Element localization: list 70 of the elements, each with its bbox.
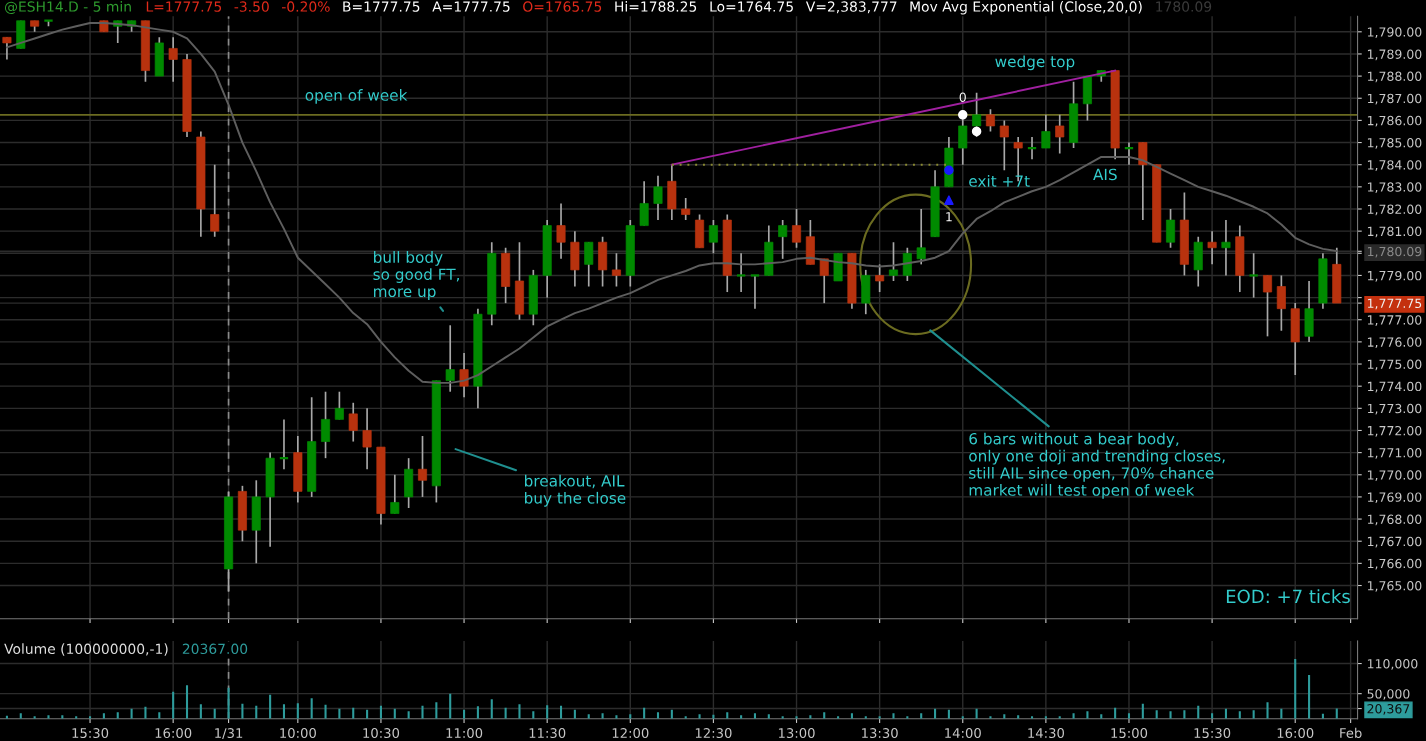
annotation: EOD: +7 ticks — [1226, 589, 1350, 604]
x-tick-label: 15:00 — [1111, 728, 1148, 739]
annotation: wedge top — [995, 55, 1075, 71]
y-tick-label: 1,765.00 — [1367, 580, 1422, 592]
y-tick-label: 1,779.00 — [1367, 270, 1422, 282]
text: Hi=1788.25 — [615, 1, 697, 12]
x-tick-label: 1/31 — [215, 728, 243, 740]
x-tick-label: 10:00 — [280, 728, 316, 739]
y-tick-label: 1,785.00 — [1367, 138, 1422, 149]
x-tick-label: 14:00 — [945, 728, 981, 739]
x-tick-label: 11:30 — [529, 728, 566, 739]
y-tick-label: 1,774.00 — [1367, 381, 1422, 393]
y-tick-label: 1,767.00 — [1367, 536, 1422, 548]
text: -0.20% — [282, 1, 330, 12]
text: Lo=1764.75 — [710, 1, 793, 12]
y-tick-label: 1,787.00 — [1367, 93, 1422, 105]
y-tick-label: 20,367 — [1367, 704, 1410, 715]
y-tick-label: 110,000 — [1367, 659, 1418, 670]
annotation: 6 bars without a bear body, only one doji and trending closes, still AIL since open, 70% chance market will test open of week — [969, 432, 1225, 499]
chart-title: @ESH14.D - 5 min — [4, 1, 131, 15]
x-tick-label: 10:30 — [363, 728, 400, 739]
annotation: 1 — [946, 212, 952, 222]
y-tick-label: 1,769.00 — [1367, 492, 1422, 504]
x-tick-label: Feb — [1340, 727, 1362, 739]
annotation: AIS — [1093, 168, 1117, 181]
annotation: exit +7t — [969, 175, 1030, 187]
y-tick-label: 50,000 — [1367, 689, 1410, 700]
x-tick-label: 16:00 — [155, 728, 192, 739]
y-tick-label: 1,790.00 — [1367, 27, 1422, 39]
text: 1780.09 — [1156, 1, 1212, 12]
annotation: 20367.00 — [182, 643, 248, 655]
y-tick-label: 1,788.00 — [1367, 71, 1422, 83]
text: O=1765.75 — [523, 1, 602, 12]
y-tick-label: 1,773.00 — [1367, 403, 1422, 415]
y-tick-label: 1,777.75 — [1367, 298, 1422, 310]
y-tick-label: 1,783.00 — [1367, 182, 1422, 194]
x-tick-label: 15:30 — [1194, 728, 1231, 739]
y-tick-label: 1,777.00 — [1367, 315, 1422, 326]
x-tick-label: 13:30 — [862, 728, 898, 739]
chart-title: Volume (100000000,-1) — [4, 643, 168, 656]
text: -3.50 — [234, 1, 269, 12]
y-tick-label: 1,780.09 — [1367, 246, 1422, 258]
y-tick-label: 1,772.00 — [1367, 425, 1422, 437]
y-tick-label: 1,770.00 — [1367, 470, 1422, 481]
x-tick-label: 16:00 — [1277, 728, 1314, 739]
y-tick-label: 1,776.00 — [1367, 337, 1422, 349]
x-tick-label: 13:00 — [778, 728, 815, 739]
y-tick-label: 1,768.00 — [1367, 514, 1422, 526]
text: V=2,383,777 — [805, 1, 897, 14]
annotation: bull body so good FT, more up — [373, 251, 459, 301]
x-tick-label: 12:00 — [612, 728, 649, 739]
y-tick-label: 1,775.00 — [1367, 359, 1422, 371]
annotation: 0 — [959, 92, 966, 102]
y-tick-label: 1,784.00 — [1367, 160, 1422, 171]
y-tick-label: 1,766.00 — [1367, 558, 1422, 570]
ref-line-label: open of week — [305, 89, 408, 104]
text: A=1777.75 — [432, 1, 510, 12]
y-tick-label: 1,781.00 — [1367, 226, 1422, 238]
annotation: breakout, AIL buy the close — [525, 474, 626, 507]
x-tick-label: 15:30 — [72, 728, 109, 739]
x-tick-label: 14:30 — [1028, 728, 1065, 739]
x-tick-label: 12:30 — [695, 728, 732, 739]
text: L=1777.75 — [146, 1, 222, 12]
y-tick-label: 1,786.00 — [1367, 115, 1422, 127]
x-tick-label: 11:00 — [446, 728, 483, 739]
text: Mov Avg Exponential (Close,20,0) — [910, 1, 1142, 15]
y-tick-label: 1,789.00 — [1367, 49, 1422, 61]
y-tick-label: 1,782.00 — [1367, 204, 1422, 216]
y-tick-label: 1,771.00 — [1367, 448, 1422, 459]
text: B=1777.75 — [343, 1, 420, 12]
